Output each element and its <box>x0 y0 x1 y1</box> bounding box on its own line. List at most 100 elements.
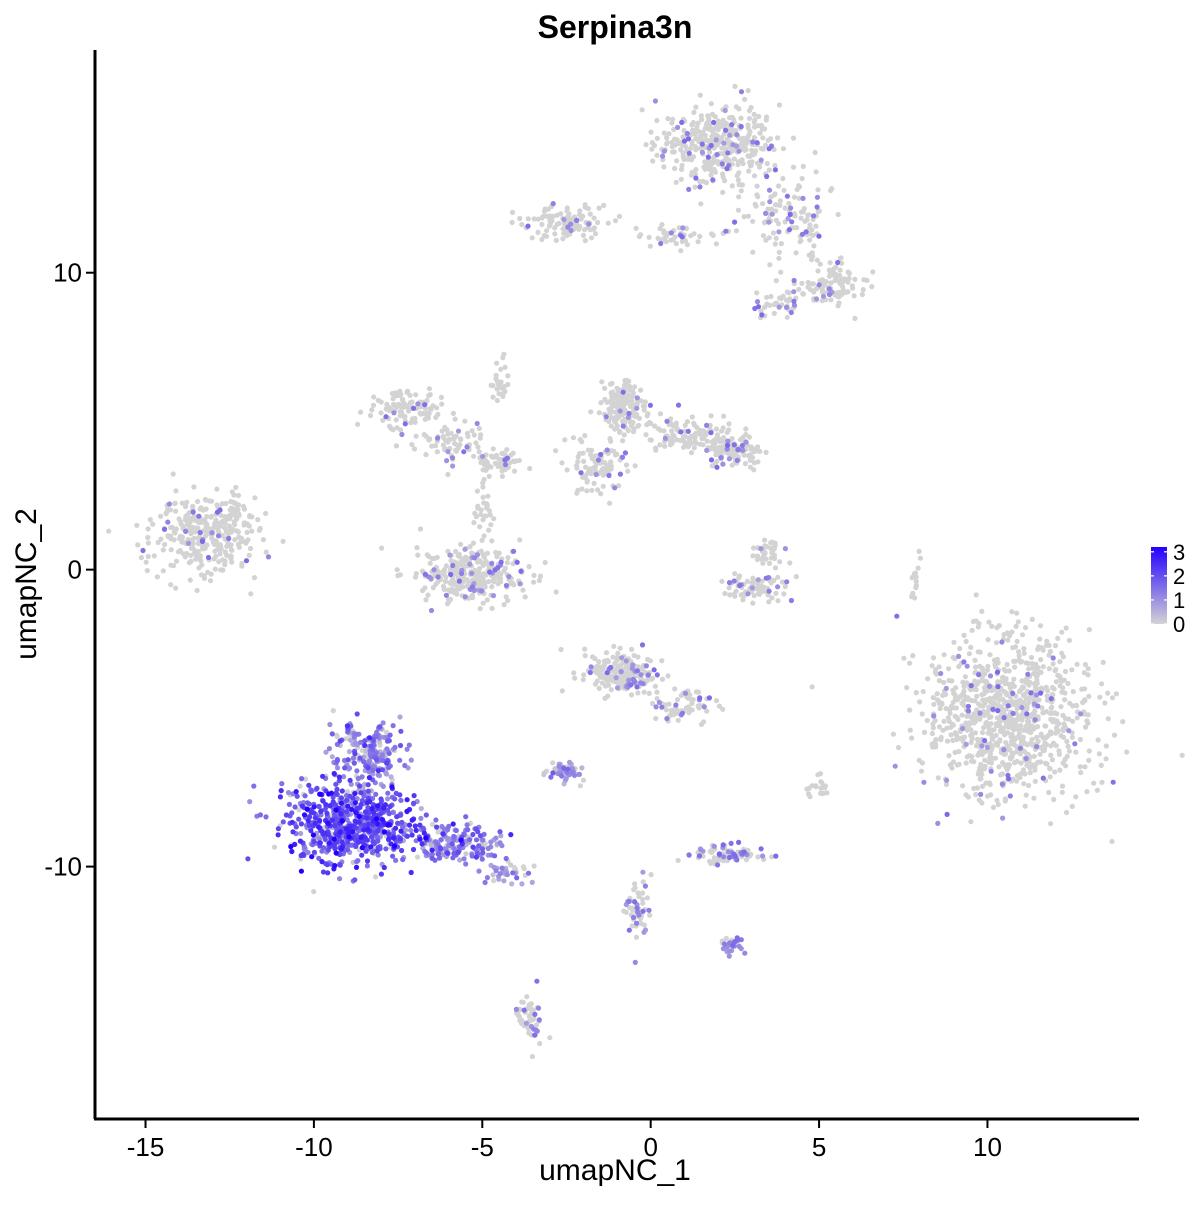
cell-point <box>692 144 699 150</box>
cell-point <box>212 566 218 572</box>
cell-point <box>252 495 258 501</box>
cell-point <box>358 801 364 808</box>
cell-point <box>244 529 250 536</box>
cell-point <box>946 677 952 684</box>
cell-point <box>410 846 417 853</box>
cell-point <box>595 457 602 463</box>
cell-point <box>415 401 421 407</box>
cell-point <box>443 592 449 598</box>
cell-point <box>1103 756 1109 762</box>
cell-point <box>1050 692 1056 698</box>
cell-point <box>293 824 299 830</box>
cell-point <box>982 737 988 744</box>
cell-point <box>408 757 414 763</box>
cell-point <box>547 1035 553 1041</box>
cell-point <box>1061 721 1067 727</box>
cell-point <box>249 528 255 534</box>
cell-point <box>390 809 396 816</box>
cell-point <box>678 176 684 182</box>
cell-point <box>931 713 937 719</box>
cell-point <box>359 774 365 780</box>
cell-point <box>766 187 773 193</box>
cell-point <box>1022 803 1028 809</box>
cell-point <box>695 239 701 245</box>
cell-point <box>396 392 402 398</box>
cell-point <box>1030 726 1036 732</box>
cell-point <box>748 851 754 858</box>
cell-point <box>988 721 994 727</box>
cell-point <box>453 548 459 555</box>
cell-point <box>297 783 303 789</box>
cell-point <box>648 129 654 135</box>
cell-point <box>525 870 532 876</box>
cell-point <box>1069 803 1075 810</box>
cell-point <box>474 850 480 856</box>
cell-point <box>209 530 215 536</box>
cell-point <box>177 535 183 542</box>
cell-point <box>534 978 540 984</box>
cell-point <box>316 803 322 810</box>
cell-point <box>439 401 445 407</box>
cell-point <box>811 213 817 219</box>
cell-point <box>354 711 360 717</box>
cell-point <box>476 449 482 455</box>
cell-point <box>330 794 336 800</box>
cell-point <box>1057 683 1063 689</box>
cell-point <box>985 637 991 643</box>
cell-point <box>279 781 285 787</box>
cell-point <box>385 790 391 796</box>
cell-point <box>943 781 950 788</box>
cell-point <box>811 243 817 249</box>
cell-point <box>1027 730 1034 736</box>
cell-point <box>1085 666 1091 672</box>
cell-point <box>608 414 615 420</box>
cell-point <box>731 578 737 584</box>
cell-point <box>1094 787 1100 793</box>
cell-point <box>727 115 733 121</box>
cell-point <box>1018 760 1024 766</box>
cell-point <box>1086 627 1092 633</box>
cell-point <box>1043 642 1049 649</box>
cell-point <box>600 483 606 489</box>
cell-point <box>666 701 672 707</box>
cell-point <box>726 456 733 462</box>
cell-point <box>665 673 671 679</box>
cell-point <box>684 419 691 425</box>
cell-point <box>223 500 229 507</box>
chart-title: Serpina3n <box>538 9 693 45</box>
cell-point <box>482 584 488 590</box>
cell-point <box>782 546 789 552</box>
cell-point <box>1086 693 1092 699</box>
cell-point <box>613 675 619 681</box>
cell-point <box>311 849 317 855</box>
cell-point <box>787 211 793 217</box>
cell-point <box>730 142 736 148</box>
cell-point <box>965 703 972 710</box>
cell-point <box>535 1005 542 1011</box>
cell-point <box>173 526 179 532</box>
cell-point <box>461 563 467 569</box>
cell-point <box>443 574 449 580</box>
cell-point <box>721 858 727 864</box>
cell-point <box>781 591 787 597</box>
cell-point <box>724 166 730 172</box>
cell-point <box>505 598 511 604</box>
cell-point <box>193 525 199 531</box>
cell-point <box>704 708 710 714</box>
cell-point <box>397 836 403 842</box>
cell-point <box>411 405 417 411</box>
cell-point <box>627 419 633 425</box>
cell-point <box>492 567 498 573</box>
cell-point <box>778 269 784 275</box>
cell-point <box>720 842 726 848</box>
cell-point <box>1042 723 1048 729</box>
cell-point <box>710 445 716 451</box>
cell-point <box>499 468 505 474</box>
cell-point <box>411 800 417 806</box>
cell-point <box>633 920 640 926</box>
cell-point <box>611 643 617 649</box>
cell-point <box>941 679 947 686</box>
cell-point <box>478 511 484 517</box>
cell-point <box>433 817 439 823</box>
cell-point <box>587 211 593 217</box>
